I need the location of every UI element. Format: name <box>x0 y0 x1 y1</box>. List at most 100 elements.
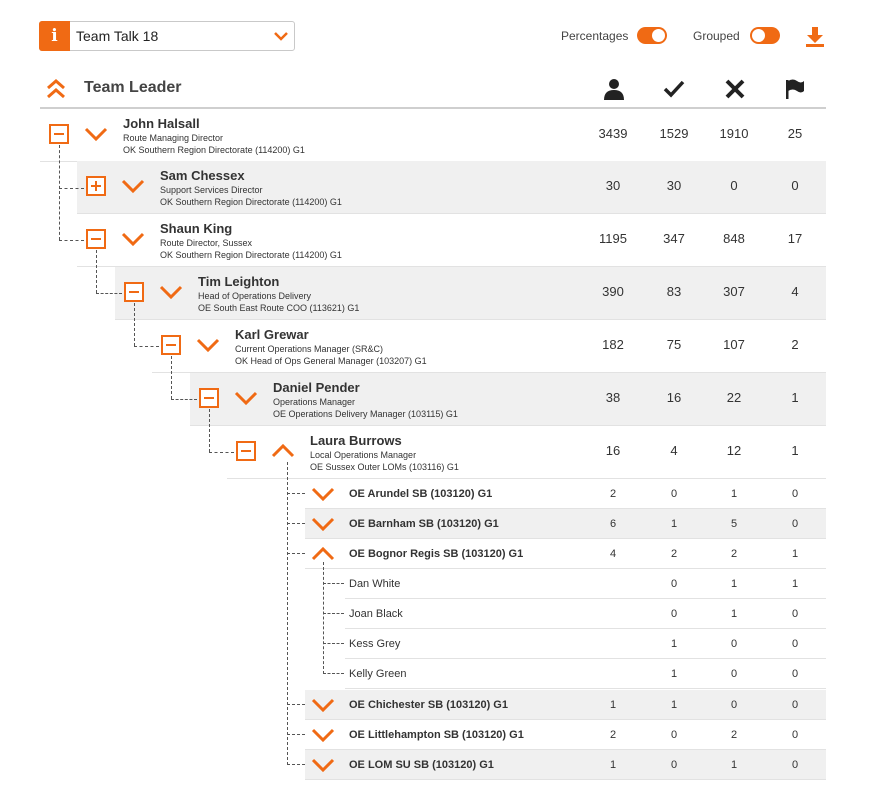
download-icon[interactable] <box>805 26 825 48</box>
individual-name[interactable]: Joan Black <box>349 608 403 620</box>
total-count: 390 <box>602 284 624 299</box>
collapse-button[interactable] <box>49 124 69 144</box>
chevron-down-icon[interactable] <box>196 337 220 353</box>
collapse-button[interactable] <box>199 388 219 408</box>
group-name[interactable]: OE LOM SU SB (103120) G1 <box>349 759 494 771</box>
flagged-count: 0 <box>791 759 799 771</box>
tree-connector <box>134 303 135 346</box>
flagged-count: 0 <box>791 638 799 650</box>
group-name[interactable]: OE Chichester SB (103120) G1 <box>349 699 508 711</box>
person-row <box>77 161 826 214</box>
collapse-button[interactable] <box>124 282 144 302</box>
chevron-down-icon[interactable] <box>311 486 335 502</box>
total-count: 4 <box>609 548 617 560</box>
collapse-button[interactable] <box>161 335 181 355</box>
tree-connector <box>323 643 344 644</box>
tree-connector <box>59 240 84 241</box>
person-name[interactable]: Tim Leighton <box>198 274 280 289</box>
not-done-count: 12 <box>726 443 742 458</box>
individual-name[interactable]: Dan White <box>349 578 401 590</box>
chevron-up-icon[interactable] <box>311 546 335 562</box>
total-count: 2 <box>609 729 617 741</box>
person-name[interactable]: Daniel Pender <box>273 380 360 395</box>
person-name[interactable]: John Halsall <box>123 116 200 131</box>
not-done-count: 1 <box>730 488 738 500</box>
chevron-down-icon[interactable] <box>121 178 145 194</box>
percentages-toggle[interactable] <box>637 27 667 44</box>
person-org: OK Southern Region Directorate (114200) … <box>160 197 342 207</box>
expand-button[interactable] <box>86 176 106 196</box>
person-role: Operations Manager <box>273 397 356 407</box>
total-count: 16 <box>605 443 621 458</box>
tree-connector <box>171 399 197 400</box>
grouped-toggle[interactable] <box>750 27 780 44</box>
group-name[interactable]: OE Littlehampton SB (103120) G1 <box>349 729 524 741</box>
done-count: 2 <box>670 548 678 560</box>
total-count: 182 <box>602 337 624 352</box>
chevron-down-icon[interactable] <box>311 727 335 743</box>
tree-connector <box>287 704 305 705</box>
chevron-down-icon[interactable] <box>159 284 183 300</box>
total-count: 2 <box>609 488 617 500</box>
team-talk-selector[interactable]: i Team Talk 18 <box>39 21 295 51</box>
not-done-count: 1 <box>730 759 738 771</box>
not-done-count: 848 <box>723 231 745 246</box>
minus-icon <box>204 397 214 399</box>
person-name[interactable]: Karl Grewar <box>235 327 309 342</box>
person-row <box>152 320 826 373</box>
person-icon <box>604 79 624 100</box>
individual-name[interactable]: Kelly Green <box>349 668 407 680</box>
grouped-toggle-label: Grouped <box>693 29 740 43</box>
tree-connector <box>209 452 234 453</box>
tree-connector <box>323 583 344 584</box>
chevron-down-icon[interactable] <box>84 126 108 142</box>
group-row <box>305 750 826 780</box>
chevron-down-icon[interactable] <box>311 757 335 773</box>
chevron-up-icon[interactable] <box>271 443 295 459</box>
not-done-count: 2 <box>730 729 738 741</box>
group-name[interactable]: OE Bognor Regis SB (103120) G1 <box>349 548 524 560</box>
collapse-button[interactable] <box>86 229 106 249</box>
minus-icon <box>241 450 251 452</box>
total-count: 30 <box>605 178 621 193</box>
tree-connector <box>134 346 159 347</box>
done-count: 1 <box>670 668 678 680</box>
tree-connector <box>323 673 344 674</box>
person-name[interactable]: Laura Burrows <box>310 433 402 448</box>
individual-name[interactable]: Kess Grey <box>349 638 401 650</box>
individual-row <box>345 659 826 689</box>
person-org: OK Head of Ops General Manager (103207) … <box>235 356 427 366</box>
individual-row <box>345 629 826 659</box>
group-name[interactable]: OE Barnham SB (103120) G1 <box>349 518 499 530</box>
person-name[interactable]: Sam Chessex <box>160 168 245 183</box>
done-count: 75 <box>666 337 682 352</box>
flagged-count: 0 <box>791 488 799 500</box>
cross-icon <box>725 79 745 99</box>
done-count: 0 <box>670 759 678 771</box>
check-icon <box>663 80 685 98</box>
header-divider <box>40 107 826 109</box>
not-done-count: 1 <box>730 578 738 590</box>
chevron-down-icon[interactable] <box>234 390 258 406</box>
not-done-count: 107 <box>723 337 745 352</box>
group-name[interactable]: OE Arundel SB (103120) G1 <box>349 488 493 500</box>
plus-icon-bar <box>95 181 97 191</box>
not-done-count: 307 <box>723 284 745 299</box>
not-done-count: 1 <box>730 608 738 620</box>
collapse-all-icon[interactable] <box>45 78 67 100</box>
group-row <box>305 539 826 569</box>
collapse-button[interactable] <box>236 441 256 461</box>
person-role: Route Director, Sussex <box>160 238 253 248</box>
total-count: 38 <box>605 390 621 405</box>
chevron-down-icon[interactable] <box>121 231 145 247</box>
done-count: 347 <box>663 231 685 246</box>
group-row <box>305 720 826 750</box>
flagged-count: 0 <box>791 608 799 620</box>
chevron-down-icon[interactable] <box>311 697 335 713</box>
flagged-count: 4 <box>791 284 799 299</box>
done-count: 1 <box>670 518 678 530</box>
done-count: 1 <box>670 638 678 650</box>
done-count: 30 <box>666 178 682 193</box>
person-name[interactable]: Shaun King <box>160 221 233 236</box>
chevron-down-icon[interactable] <box>311 516 335 532</box>
